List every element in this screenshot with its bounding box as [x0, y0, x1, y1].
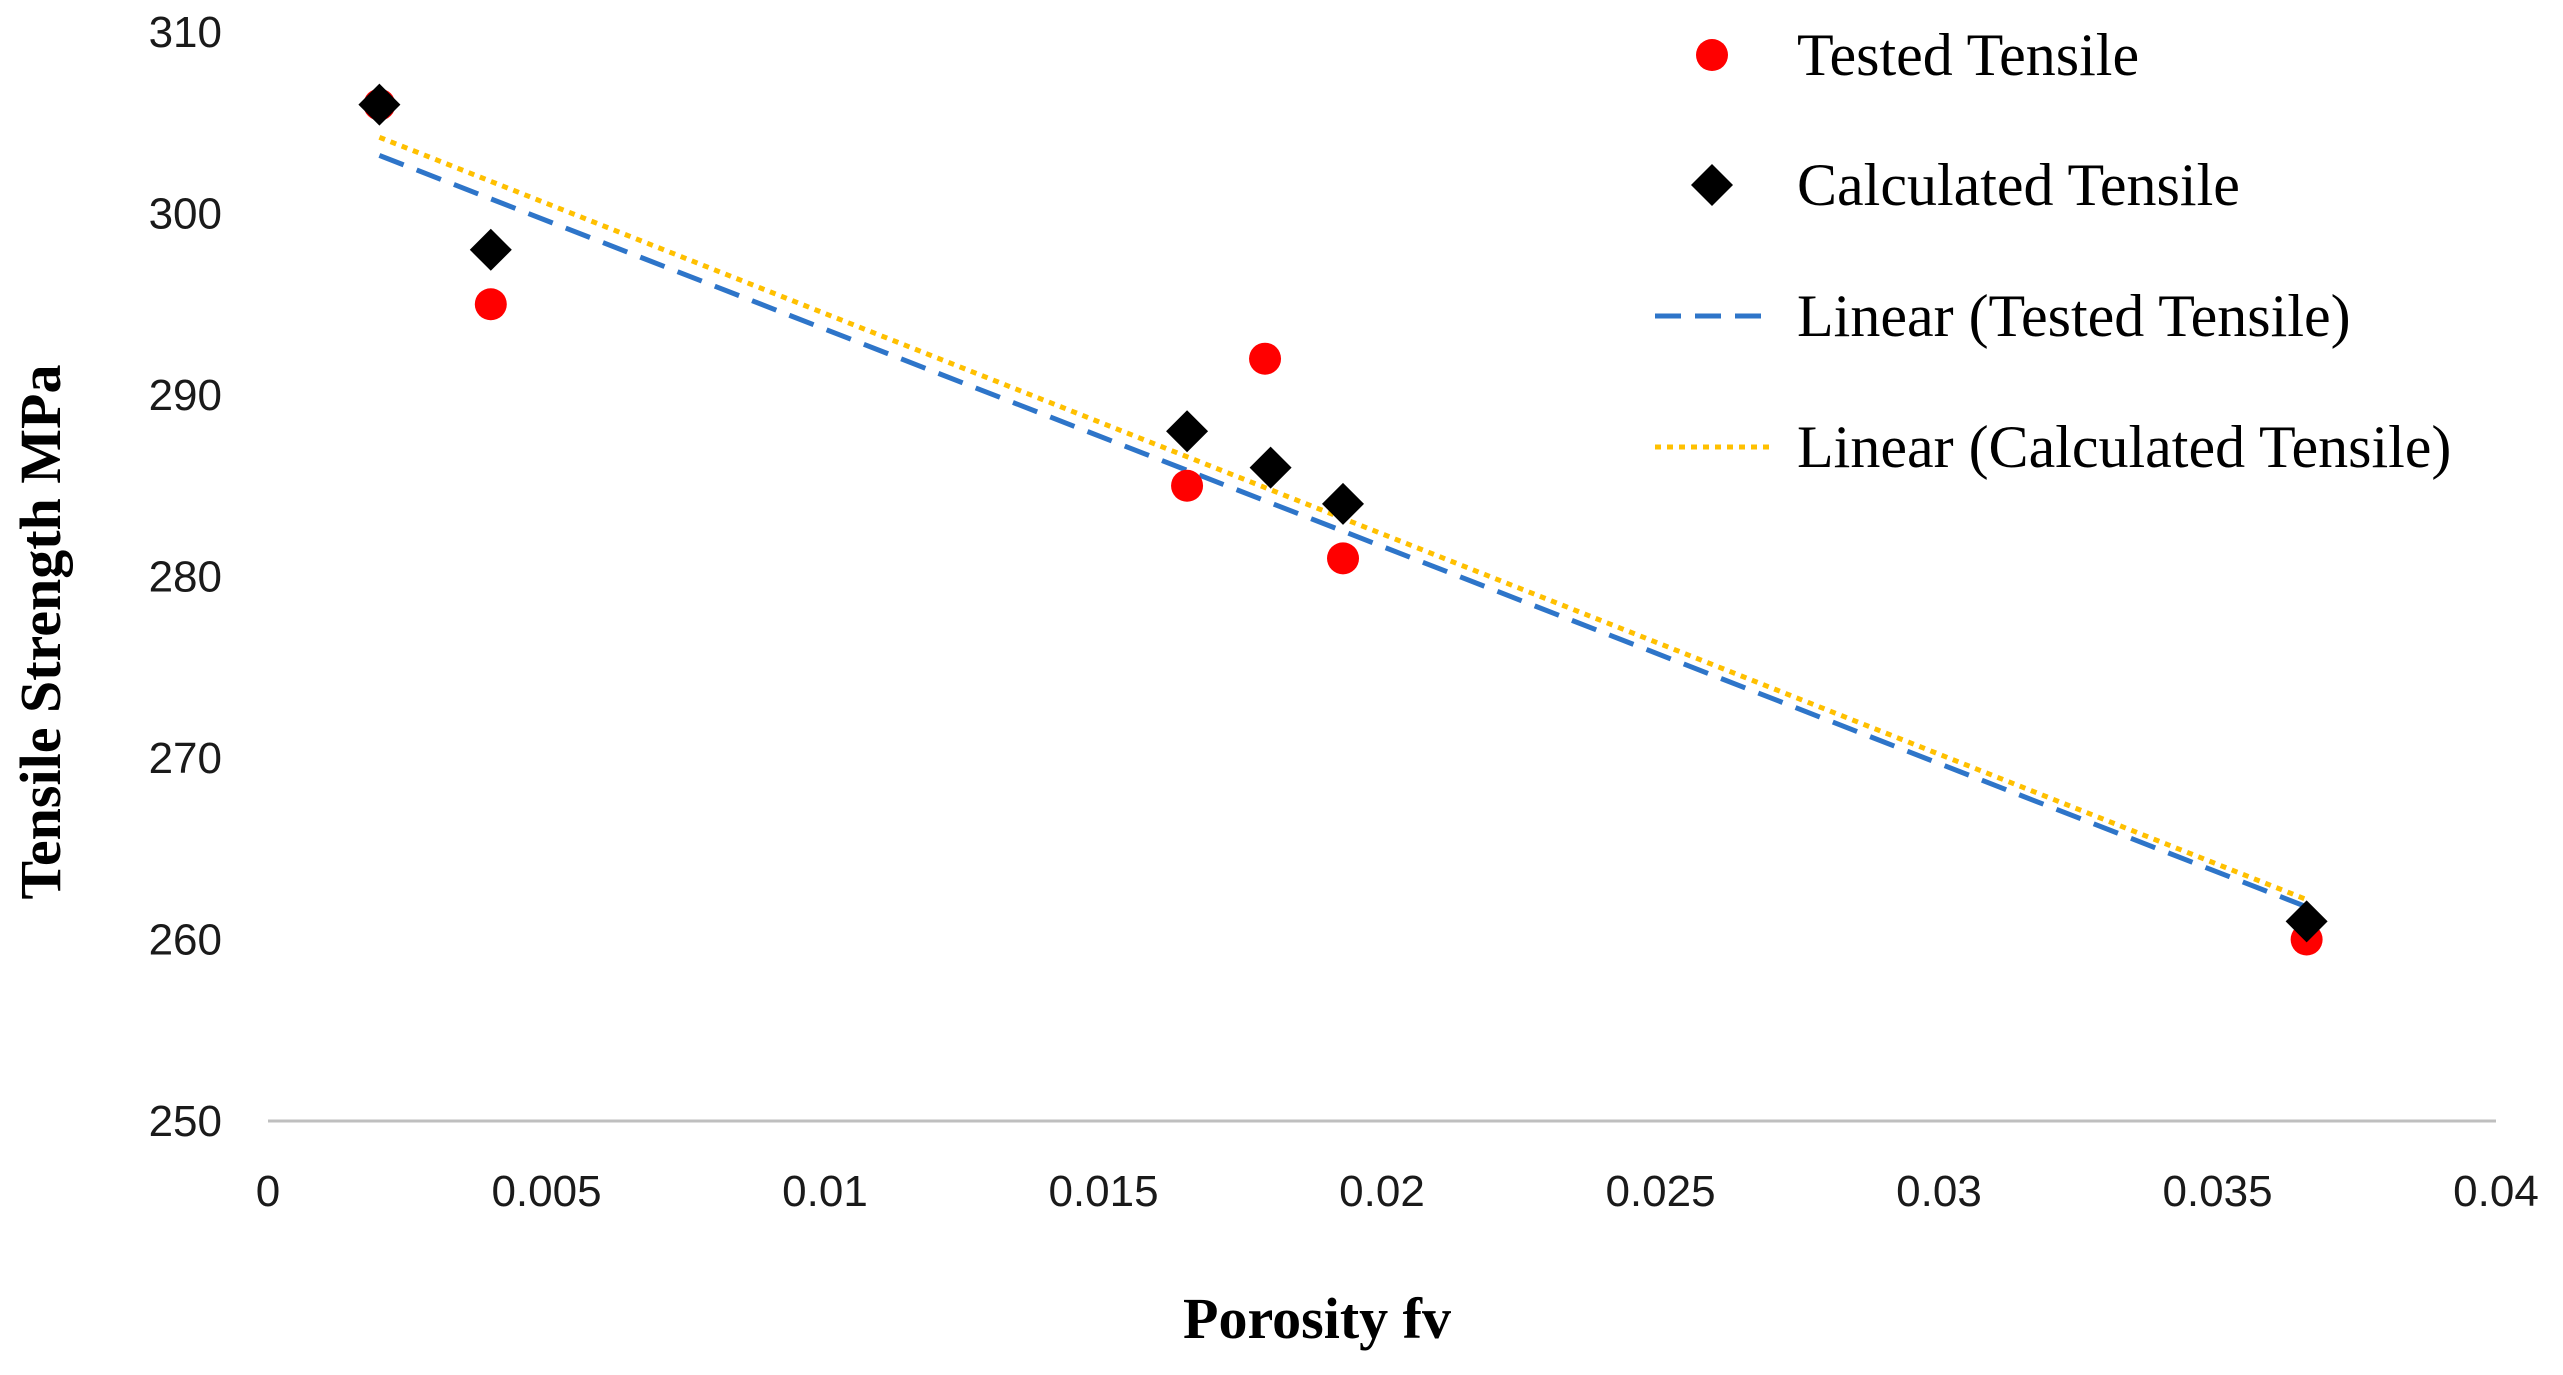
y-tick-label: 300 — [149, 190, 222, 239]
x-tick-label: 0.03 — [1896, 1167, 1982, 1216]
calculated-point — [469, 228, 512, 271]
x-tick-label: 0 — [256, 1167, 280, 1216]
legend-swatch-calculated — [1691, 164, 1733, 206]
tested-point — [1249, 342, 1282, 375]
y-tick-label: 250 — [149, 1097, 222, 1146]
y-tick-label: 280 — [149, 553, 222, 602]
legend: Tested Tensile Calculated Tensile Linear (… — [1655, 22, 2451, 480]
data-points — [358, 83, 2328, 956]
y-tick-label: 260 — [149, 916, 222, 965]
x-axis-title: Porosity fv — [1183, 1286, 1451, 1351]
x-tick-label: 0.025 — [1605, 1167, 1715, 1216]
tested-point — [474, 288, 507, 321]
y-axis-title: Tensile Strength MPa — [8, 365, 73, 900]
y-tick-label: 290 — [149, 371, 222, 420]
x-tick-label: 0.015 — [1048, 1167, 1158, 1216]
tested-point — [1171, 469, 1204, 502]
x-tick-label: 0.005 — [491, 1167, 601, 1216]
calculated-point — [1166, 410, 1209, 453]
legend-swatch-tested — [1696, 39, 1728, 71]
calculated-point — [1322, 482, 1365, 525]
trendline-tested — [378, 153, 2308, 910]
legend-label-linear-tested: Linear (Tested Tensile) — [1797, 283, 2351, 349]
x-tick-labels: 0 0.005 0.01 0.015 0.02 0.025 0.03 0.035 0.04 — [256, 1167, 2539, 1216]
legend-label-tested: Tested Tensile — [1797, 22, 2139, 88]
legend-label-linear-calculated: Linear (Calculated Tensile) — [1797, 414, 2451, 480]
y-tick-labels: 250 260 270 280 290 300 310 — [149, 8, 222, 1146]
x-tick-label: 0.04 — [2453, 1167, 2539, 1216]
x-tick-label: 0.01 — [782, 1167, 868, 1216]
calculated-point — [358, 83, 401, 126]
tested-point — [1327, 542, 1360, 575]
calculated-point — [1249, 446, 1292, 489]
x-tick-label: 0.02 — [1339, 1167, 1425, 1216]
legend-label-calculated: Calculated Tensile — [1797, 152, 2240, 218]
x-tick-label: 0.035 — [2162, 1167, 2272, 1216]
calculated-point — [2285, 900, 2328, 943]
y-tick-label: 310 — [149, 8, 222, 57]
y-tick-label: 270 — [149, 734, 222, 783]
